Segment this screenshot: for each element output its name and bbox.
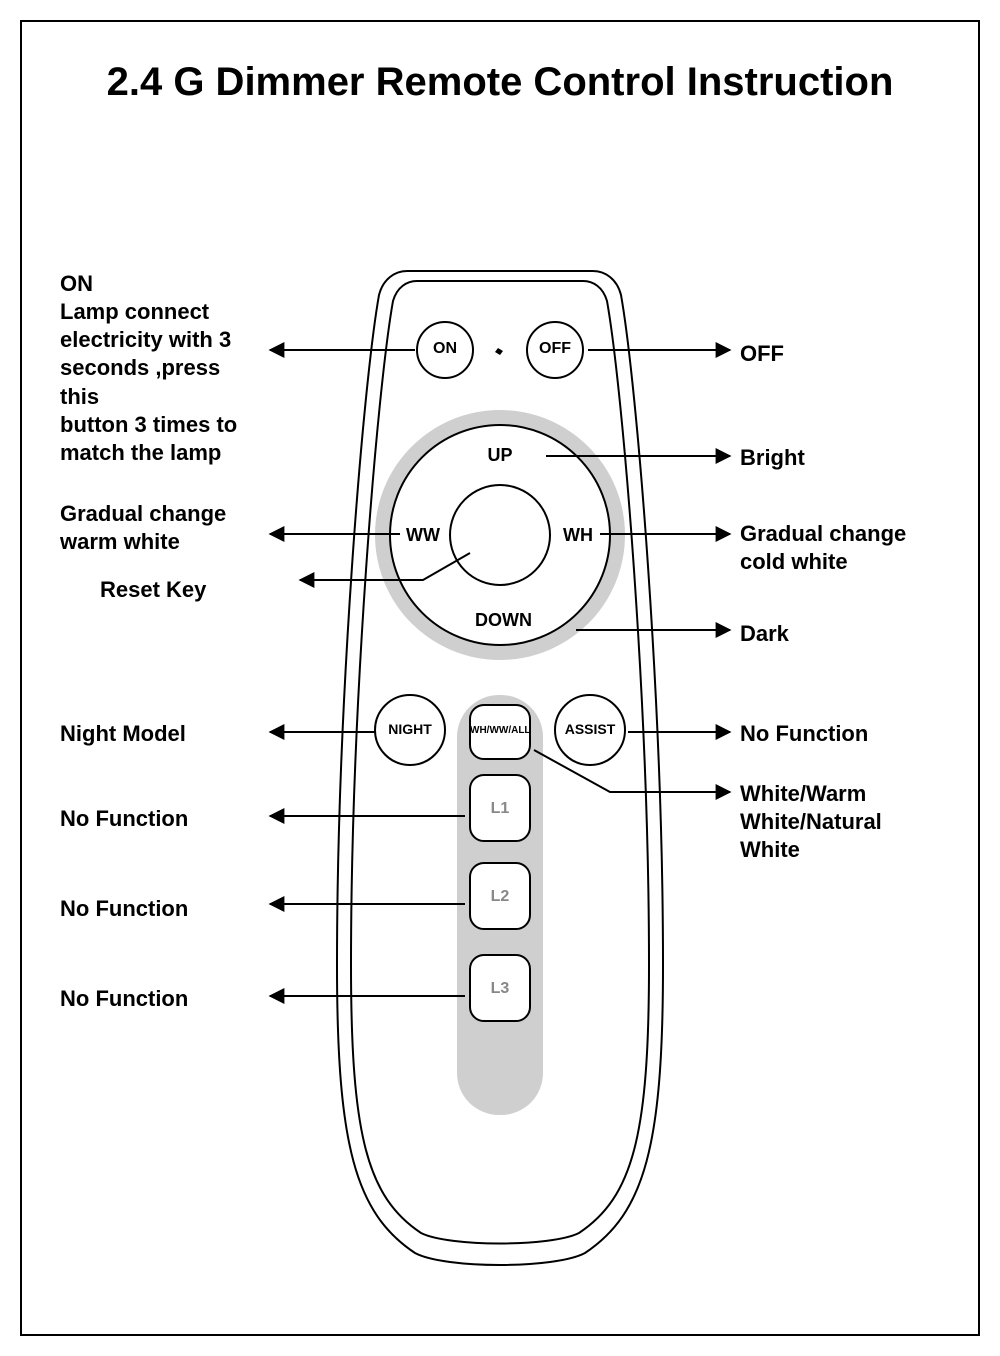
callout-l3: No Function bbox=[60, 985, 260, 1013]
callout-reset: Reset Key bbox=[100, 576, 290, 604]
remote-diagram: ON OFF UP DOWN WW WH NIGHT ASSIST WH/WW/… bbox=[335, 265, 665, 1270]
down-label: DOWN bbox=[475, 610, 525, 631]
ww-label: WW bbox=[398, 525, 448, 546]
page-title: 2.4 G Dimmer Remote Control Instruction bbox=[0, 60, 1000, 105]
off-label: OFF bbox=[535, 340, 575, 358]
callout-l2: No Function bbox=[60, 895, 260, 923]
callout-down: Dark bbox=[740, 620, 950, 648]
l1-label: L1 bbox=[470, 800, 530, 818]
callout-assist: No Function bbox=[740, 720, 950, 748]
callout-night: Night Model bbox=[60, 720, 260, 748]
callout-up: Bright bbox=[740, 444, 950, 472]
callout-mode: White/Warm White/Natural White bbox=[740, 780, 950, 864]
callout-l1: No Function bbox=[60, 805, 260, 833]
up-label: UP bbox=[475, 445, 525, 466]
l3-label: L3 bbox=[470, 980, 530, 998]
assist-label: ASSIST bbox=[561, 721, 619, 737]
callout-on: ON Lamp connect electricity with 3 secon… bbox=[60, 270, 260, 467]
dpad-center bbox=[450, 485, 550, 585]
l2-label: L2 bbox=[470, 888, 530, 906]
callout-wh: Gradual change cold white bbox=[740, 520, 950, 576]
night-label: NIGHT bbox=[383, 721, 437, 737]
callout-ww: Gradual change warm white bbox=[60, 500, 260, 556]
on-label: ON bbox=[427, 340, 463, 358]
wh-label: WH bbox=[553, 525, 603, 546]
mode-label: WH/WW/ALL bbox=[470, 725, 530, 736]
callout-off: OFF bbox=[740, 340, 950, 368]
